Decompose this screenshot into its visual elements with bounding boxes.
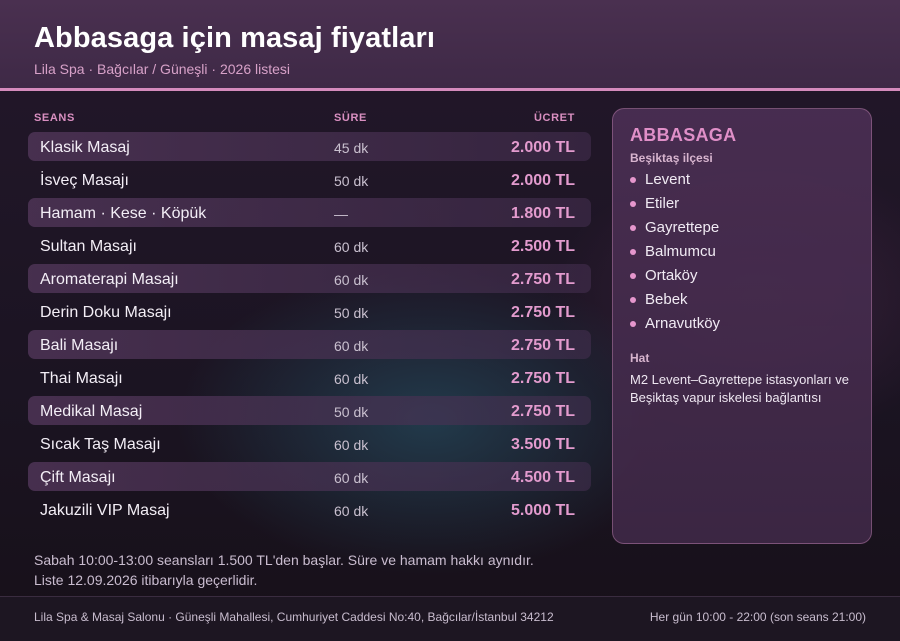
price-table: Klasik Masaj 45 dk 2.000 TL İsveç Masajı… <box>28 132 591 528</box>
neighborhood-name: Balmumcu <box>645 243 716 260</box>
table-row: Thai Masajı 60 dk 2.750 TL <box>28 363 591 392</box>
session-duration: 60 dk <box>334 470 369 486</box>
neighborhood-name: Bebek <box>645 291 688 308</box>
district-card: ABBASAGA Beşiktaş ilçesi Levent Etiler G… <box>612 108 872 544</box>
session-price: 2.750 TL <box>510 403 575 420</box>
session-duration: 60 dk <box>334 371 369 387</box>
column-header-price: ÜCRET <box>534 112 575 124</box>
column-header-duration: SÜRE <box>334 112 367 124</box>
session-price: 2.750 TL <box>510 304 575 321</box>
session-name: Çift Masajı <box>40 469 116 486</box>
session-name: Aromaterapi Masajı <box>40 271 179 288</box>
session-duration: 60 dk <box>334 338 369 354</box>
neighborhood-name: Arnavutköy <box>645 315 721 332</box>
district-subtitle: Beşiktaş ilçesi <box>630 151 713 165</box>
neighborhood-list: Levent Etiler Gayrettepe Balmumcu Ortakö… <box>630 171 720 339</box>
session-name: Klasik Masaj <box>40 139 130 156</box>
footer-address: Lila Spa & Masaj Salonu · Güneşli Mahall… <box>34 610 554 624</box>
table-row: Çift Masajı 60 dk 4.500 TL <box>28 462 591 491</box>
list-item: Arnavutköy <box>630 315 720 339</box>
session-price: 1.800 TL <box>510 205 575 222</box>
table-row: Derin Doku Masajı 50 dk 2.750 TL <box>28 297 591 326</box>
bullet-icon <box>630 321 636 327</box>
page-header: Abbasaga için masaj fiyatları Lila Spa ·… <box>0 0 900 91</box>
session-duration: 60 dk <box>334 437 369 453</box>
session-price: 2.500 TL <box>510 238 575 255</box>
bullet-icon <box>630 177 636 183</box>
bullet-icon <box>630 273 636 279</box>
list-item: Balmumcu <box>630 243 720 267</box>
session-price: 2.750 TL <box>510 370 575 387</box>
list-item: Bebek <box>630 291 720 315</box>
transit-text: M2 Levent–Gayrettepe istasyonları ve Beş… <box>630 372 849 405</box>
session-price: 2.750 TL <box>510 337 575 354</box>
column-header-session: SEANS <box>34 112 75 124</box>
table-row: Aromaterapi Masajı 60 dk 2.750 TL <box>28 264 591 293</box>
session-duration: 50 dk <box>334 305 369 321</box>
session-name: İsveç Masajı <box>40 172 129 189</box>
bullet-icon <box>630 225 636 231</box>
session-name: Hamam · Kese · Köpük <box>40 205 207 222</box>
session-duration: 50 dk <box>334 173 369 189</box>
page-title: Abbasaga için masaj fiyatları <box>34 22 436 54</box>
page-subtitle: Lila Spa · Bağcılar / Güneşli · 2026 lis… <box>34 61 291 77</box>
table-row: Hamam · Kese · Köpük — 1.800 TL <box>28 198 591 227</box>
session-name: Thai Masajı <box>40 370 123 387</box>
table-row: Sıcak Taş Masajı 60 dk 3.500 TL <box>28 429 591 458</box>
table-row: Sultan Masajı 60 dk 2.500 TL <box>28 231 591 260</box>
table-row: Jakuzili VIP Masaj 60 dk 5.000 TL <box>28 495 591 524</box>
list-item: Ortaköy <box>630 267 720 291</box>
footer-hours: Her gün 10:00 - 22:00 (son seans 21:00) <box>649 610 866 624</box>
session-price: 5.000 TL <box>510 502 575 519</box>
list-item: Etiler <box>630 195 720 219</box>
session-duration: 60 dk <box>334 239 369 255</box>
transit-label: Hat <box>630 351 650 365</box>
list-item: Levent <box>630 171 720 195</box>
session-name: Sıcak Taş Masajı <box>40 436 161 453</box>
session-name: Bali Masajı <box>40 337 119 354</box>
district-title: ABBASAGA <box>630 125 737 145</box>
session-price: 2.000 TL <box>510 139 575 156</box>
morning-price-note: Sabah 10:00-13:00 seansları 1.500 TL'den… <box>34 552 534 568</box>
page-footer: Lila Spa & Masaj Salonu · Güneşli Mahall… <box>0 596 900 641</box>
table-row: İsveç Masajı 50 dk 2.000 TL <box>28 165 591 194</box>
neighborhood-name: Levent <box>645 171 691 188</box>
table-row: Klasik Masaj 45 dk 2.000 TL <box>28 132 591 161</box>
bullet-icon <box>630 249 636 255</box>
session-duration: 45 dk <box>334 140 369 156</box>
bullet-icon <box>630 201 636 207</box>
session-duration: 60 dk <box>334 503 369 519</box>
validity-note: Liste 12.09.2026 itibarıyla geçerlidir. <box>34 572 258 588</box>
session-duration: 50 dk <box>334 404 369 420</box>
neighborhood-name: Ortaköy <box>645 267 698 284</box>
neighborhood-name: Etiler <box>645 195 680 212</box>
session-price: 3.500 TL <box>510 436 575 453</box>
session-duration: — <box>334 206 348 222</box>
session-price: 4.500 TL <box>510 469 575 486</box>
bullet-icon <box>630 297 636 303</box>
table-row: Bali Masajı 60 dk 2.750 TL <box>28 330 591 359</box>
session-name: Derin Doku Masajı <box>40 304 172 321</box>
session-duration: 60 dk <box>334 272 369 288</box>
session-price: 2.750 TL <box>510 271 575 288</box>
table-row: Medikal Masaj 50 dk 2.750 TL <box>28 396 591 425</box>
session-price: 2.000 TL <box>510 172 575 189</box>
session-name: Medikal Masaj <box>40 403 143 420</box>
session-name: Jakuzili VIP Masaj <box>40 502 170 519</box>
session-name: Sultan Masajı <box>40 238 137 255</box>
neighborhood-name: Gayrettepe <box>645 219 720 236</box>
list-item: Gayrettepe <box>630 219 720 243</box>
